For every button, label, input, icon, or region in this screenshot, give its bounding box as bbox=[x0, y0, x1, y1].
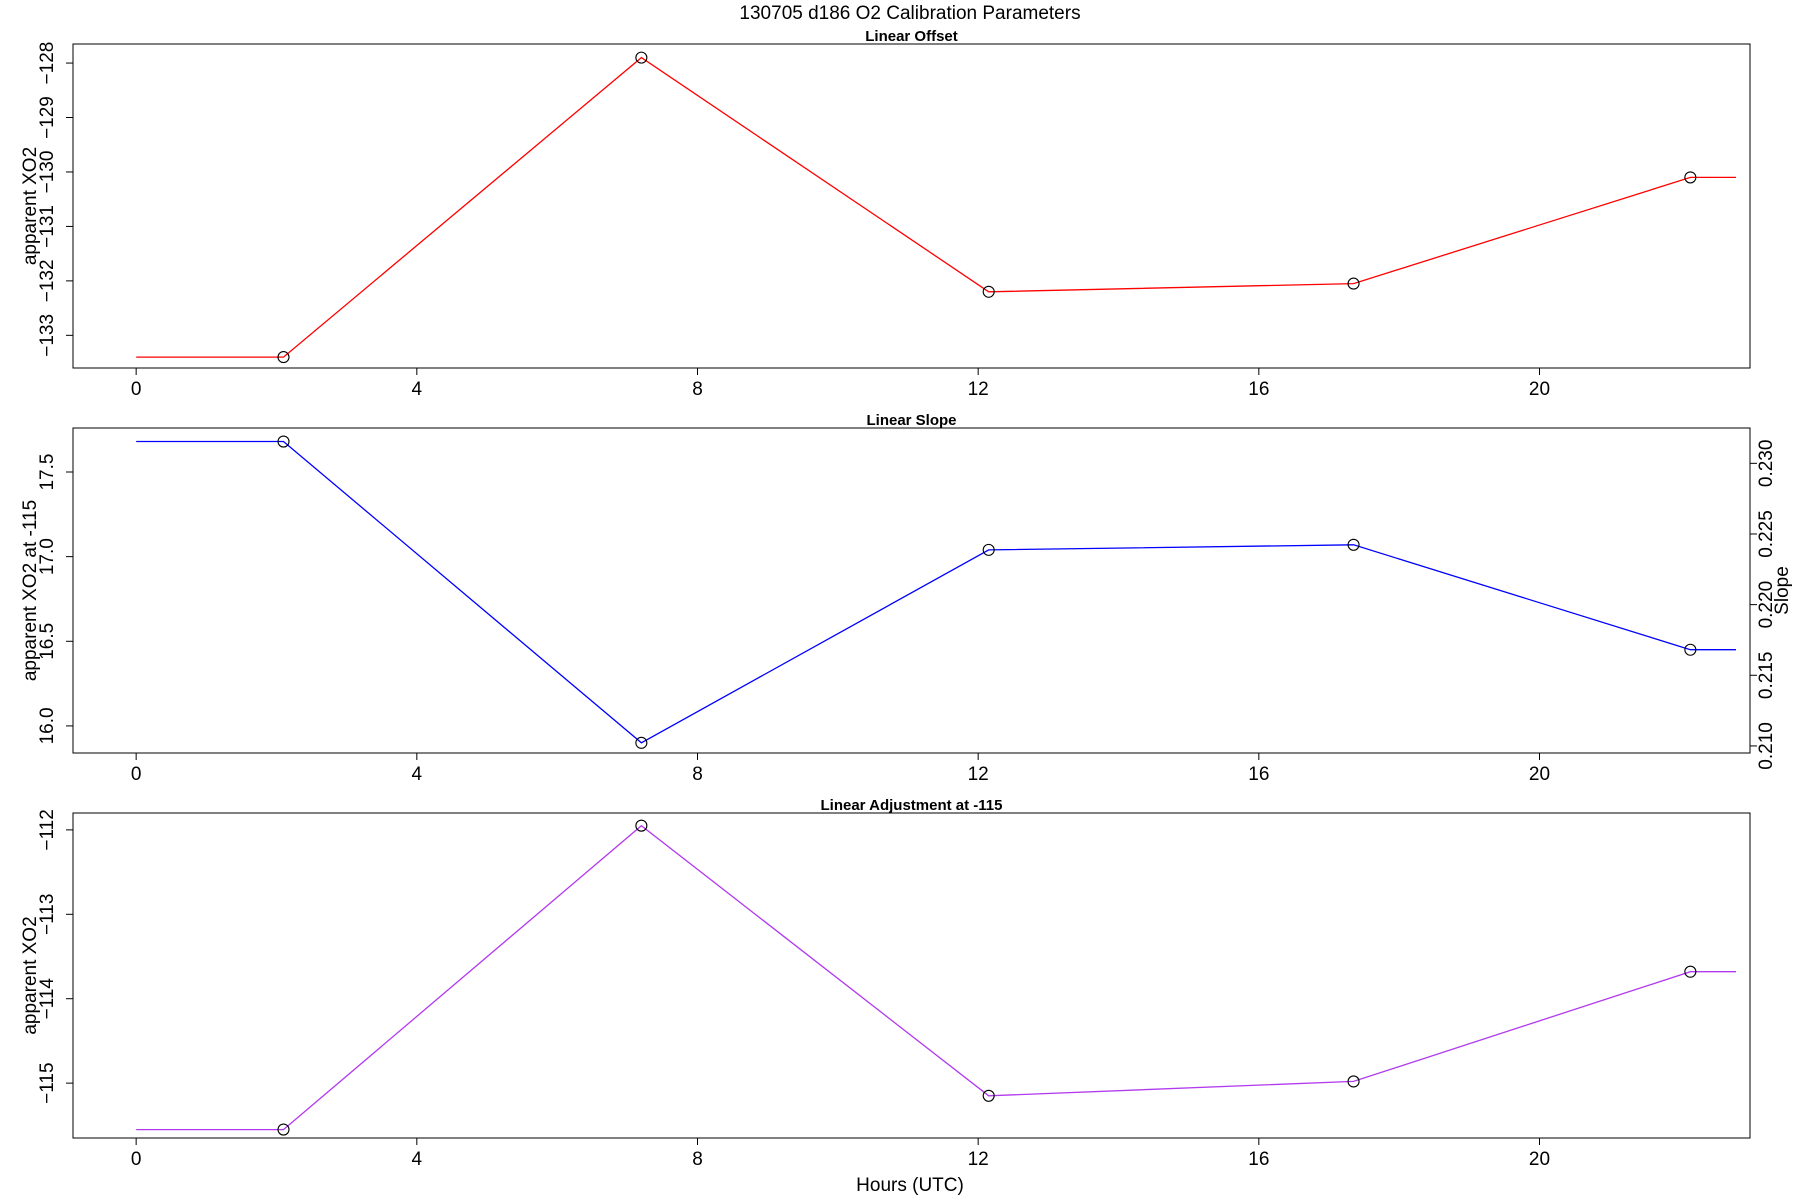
x-tick-label: 8 bbox=[692, 379, 703, 400]
y-tick-label: 16.5 bbox=[37, 623, 58, 660]
chart-panel-3: Linear Adjustment at -115 0 4 8 12 16 20 −115 −1… bbox=[20, 797, 1751, 1170]
data-point bbox=[277, 435, 290, 448]
y-tick-label: −131 bbox=[37, 205, 58, 248]
y-tick-label: 17.5 bbox=[37, 454, 58, 491]
y-right-tick-label: 0.215 bbox=[1756, 652, 1777, 700]
data-point bbox=[1684, 171, 1697, 184]
data-point bbox=[277, 1123, 290, 1136]
chart-panel-2: Linear Slope 0 4 8 12 16 20 16.0 16.5 17.0 17.5 app… bbox=[20, 412, 1793, 785]
x-tick-label: 8 bbox=[692, 764, 703, 785]
y-tick-label: −128 bbox=[37, 42, 58, 85]
y-tick-label: −113 bbox=[37, 894, 58, 935]
y-axis-label: apparent XO2 bbox=[20, 147, 41, 265]
data-point bbox=[982, 1089, 995, 1102]
y-tick-label: −129 bbox=[37, 96, 58, 139]
data-point bbox=[982, 285, 995, 298]
series-line bbox=[136, 824, 1736, 1131]
x-tick-label: 0 bbox=[131, 379, 142, 400]
data-point bbox=[635, 736, 648, 749]
data-point bbox=[635, 51, 648, 64]
panel-title: Linear Adjustment at -115 bbox=[821, 797, 1003, 814]
data-point bbox=[1684, 965, 1697, 978]
data-point bbox=[982, 543, 995, 556]
y-right-tick-label: 0.230 bbox=[1756, 440, 1777, 488]
y-tick-label: −115 bbox=[37, 1062, 58, 1103]
data-point bbox=[277, 351, 290, 364]
y-axis-label: apparent XO2 at -115 bbox=[20, 500, 41, 681]
y-tick-label: −112 bbox=[37, 809, 58, 850]
x-tick-label: 8 bbox=[692, 1149, 703, 1170]
figure-x-axis-label: Hours (UTC) bbox=[856, 1175, 964, 1196]
x-tick-label: 4 bbox=[412, 1149, 423, 1170]
data-point bbox=[1347, 1075, 1360, 1088]
panels: Linear Offset 0 4 8 12 16 20 −133 −132 −131 −130 −1… bbox=[20, 28, 1793, 1170]
chart-panel-1: Linear Offset 0 4 8 12 16 20 −133 −132 −131 −130 −1… bbox=[20, 28, 1751, 400]
x-tick-label: 0 bbox=[131, 764, 142, 785]
x-tick-label: 0 bbox=[131, 1149, 142, 1170]
y-tick-label: −133 bbox=[37, 314, 58, 357]
plot-frame bbox=[72, 427, 1751, 754]
y-right-tick-label: 0.220 bbox=[1756, 581, 1777, 629]
x-tick-label: 16 bbox=[1248, 379, 1269, 400]
data-point bbox=[1347, 277, 1360, 290]
plot-frame bbox=[72, 43, 1751, 369]
data-point bbox=[1684, 643, 1697, 656]
y-tick-label: 16.0 bbox=[37, 707, 58, 744]
figure-title: 130705 d186 O2 Calibration Parameters bbox=[739, 3, 1080, 24]
plot-frame bbox=[72, 812, 1751, 1139]
x-tick-label: 12 bbox=[968, 1149, 989, 1170]
panel-title: Linear Offset bbox=[865, 28, 958, 45]
x-tick-label: 4 bbox=[412, 379, 423, 400]
y-tick-label: −132 bbox=[37, 259, 58, 302]
series-line bbox=[136, 440, 1736, 744]
series-line bbox=[136, 56, 1736, 358]
x-tick-label: 20 bbox=[1529, 1149, 1550, 1170]
y-right-axis-label: Slope bbox=[1772, 566, 1793, 615]
data-point bbox=[1347, 538, 1360, 551]
x-tick-label: 12 bbox=[968, 379, 989, 400]
x-tick-label: 16 bbox=[1248, 1149, 1269, 1170]
x-tick-label: 4 bbox=[412, 764, 423, 785]
data-point bbox=[635, 819, 648, 832]
x-tick-label: 20 bbox=[1529, 764, 1550, 785]
x-tick-label: 16 bbox=[1248, 764, 1269, 785]
y-right-tick-label: 0.225 bbox=[1756, 510, 1777, 558]
y-tick-label: −114 bbox=[37, 978, 58, 1020]
y-tick-label: 17.0 bbox=[37, 538, 58, 575]
y-axis-label: apparent XO2 bbox=[20, 916, 41, 1034]
y-tick-label: −130 bbox=[37, 151, 58, 194]
x-tick-label: 12 bbox=[968, 764, 989, 785]
panel-title: Linear Slope bbox=[866, 412, 956, 429]
y-right-tick-label: 0.210 bbox=[1756, 722, 1777, 770]
x-tick-label: 20 bbox=[1529, 379, 1550, 400]
